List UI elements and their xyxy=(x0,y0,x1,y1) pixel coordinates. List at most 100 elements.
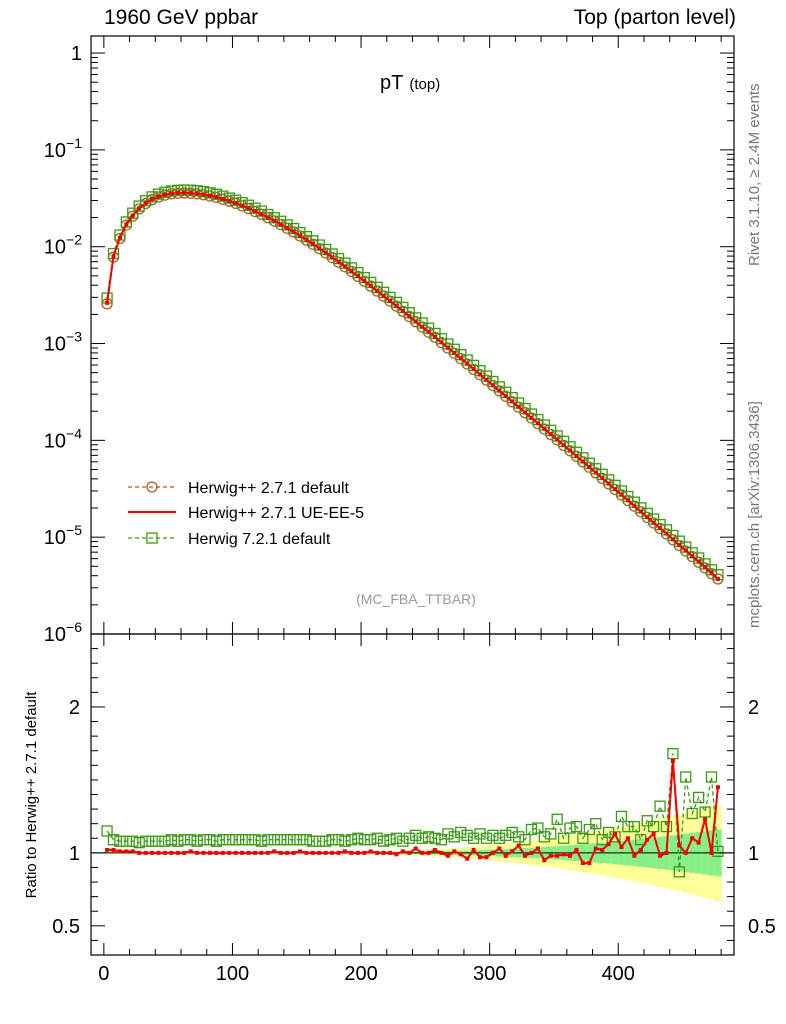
main-point-herwigpp-ueee5 xyxy=(195,191,200,196)
ratio-point-herwigpp-ueee5 xyxy=(355,850,360,855)
ratio-point-herwig7-default xyxy=(590,818,602,830)
main-point-herwigpp-ueee5 xyxy=(272,218,277,223)
ratio-point-herwig7-default xyxy=(326,834,338,846)
main-point-herwigpp-ueee5 xyxy=(420,324,425,329)
ratio-point-herwigpp-ueee5 xyxy=(587,861,592,866)
ratio-point-herwig7-default xyxy=(236,834,248,846)
main-point-herwigpp-ueee5 xyxy=(143,201,148,206)
ratio-point-herwig7-default xyxy=(660,820,673,833)
ratio-point-herwigpp-ueee5 xyxy=(252,850,257,855)
ratio-point-herwig7-default xyxy=(397,835,409,847)
ratio-point-herwig7-default xyxy=(500,829,512,842)
main-point-herwigpp-ueee5 xyxy=(593,470,598,475)
ratio-point-herwigpp-ueee5 xyxy=(246,850,251,855)
ratio-point-herwig7-default xyxy=(416,832,428,844)
y-tick-base: 10 xyxy=(44,430,66,452)
ratio-point-herwig7-default xyxy=(435,834,448,846)
main-point-herwigpp-ueee5 xyxy=(214,195,219,200)
ratio-point-herwig7-default xyxy=(615,810,628,823)
main-point-herwigpp-ueee5 xyxy=(465,361,470,366)
x-tick-label: 0 xyxy=(98,963,109,985)
ratio-point-herwigpp-ueee5 xyxy=(484,855,489,860)
data-curves xyxy=(101,184,724,878)
ratio-point-herwigpp-ueee5 xyxy=(130,849,135,854)
main-point-herwigpp-ueee5 xyxy=(613,487,618,492)
x-tick-label: 400 xyxy=(602,963,635,985)
main-point-herwigpp-ueee5 xyxy=(278,222,283,227)
ratio-point-herwig7-default xyxy=(339,835,351,847)
ratio-point-herwigpp-ueee5 xyxy=(548,853,553,858)
ratio-point-herwig7-default xyxy=(628,820,640,833)
ratio-point-herwigpp-ueee5 xyxy=(272,849,277,854)
ratio-point-herwig7-default xyxy=(365,834,377,846)
main-point-herwigpp-ueee5 xyxy=(510,399,515,404)
ratio-point-herwig7-default xyxy=(332,834,345,846)
y-tick-label: 10−5 xyxy=(44,522,82,549)
ratio-point-herwig7-default xyxy=(557,832,570,844)
ratio-point-herwigpp-ueee5 xyxy=(677,843,682,848)
y-tick-base: 10 xyxy=(44,334,66,356)
ratio-point-herwigpp-ueee5 xyxy=(703,817,708,822)
ratio-point-herwig7-default xyxy=(654,800,666,812)
ratio-point-herwigpp-ueee5 xyxy=(439,850,444,855)
legend-marker xyxy=(146,481,158,493)
ratio-point-herwigpp-ueee5 xyxy=(625,836,630,841)
ratio-point-herwig7-default xyxy=(287,834,300,846)
ratio-point-herwig7-default xyxy=(673,866,685,878)
ratio-point-herwigpp-ueee5 xyxy=(188,849,193,854)
ratio-point-herwig7-default xyxy=(545,828,557,840)
main-point-herwigpp-ueee5 xyxy=(651,520,656,525)
main-point-herwigpp-ueee5 xyxy=(362,278,367,283)
main-point-herwigpp-ueee5 xyxy=(568,448,573,453)
main-point-herwigpp-ueee5 xyxy=(394,303,399,308)
header-right: Top (parton level) xyxy=(573,6,736,29)
ratio-point-herwigpp-ueee5 xyxy=(349,850,354,855)
main-point-herwigpp-ueee5 xyxy=(670,537,675,542)
main-point-herwigpp-ueee5 xyxy=(580,459,585,464)
legend-label: Herwig++ 2.7.1 UE-EE-5 xyxy=(188,505,364,522)
main-point-herwigpp-ueee5 xyxy=(638,509,643,514)
y-tick-exponent: −4 xyxy=(66,425,82,441)
main-point-herwigpp-ueee5 xyxy=(445,345,450,350)
main-point-herwig7-default xyxy=(127,207,139,219)
plot-title-sub: (top) xyxy=(409,76,440,93)
main-point-herwigpp-ueee5 xyxy=(175,190,180,195)
main-point-herwigpp-ueee5 xyxy=(490,383,495,388)
ratio-point-herwigpp-ueee5 xyxy=(516,843,521,848)
ratio-point-herwig7-default xyxy=(538,831,550,843)
ratio-point-herwigpp-ueee5 xyxy=(645,837,650,842)
main-point-herwigpp-ueee5 xyxy=(606,481,611,486)
ratio-point-herwigpp-ueee5 xyxy=(619,845,624,850)
ratio-point-herwig7-default xyxy=(577,832,589,844)
ratio-point-herwigpp-ueee5 xyxy=(715,785,720,790)
mcplots-label: mcplots.cern.ch [arXiv:1306.3436] xyxy=(746,401,763,628)
ratio-point-herwigpp-ueee5 xyxy=(490,850,495,855)
y-tick-label: 10−4 xyxy=(44,425,82,452)
ratio-y-tick-label-right: 1 xyxy=(748,843,759,865)
ratio-y-tick-label-left: 0.5 xyxy=(52,916,80,938)
y-tick-exponent: −1 xyxy=(66,135,82,151)
ratio-point-herwig7-default xyxy=(609,831,621,843)
main-point-herwigpp-ueee5 xyxy=(220,196,225,201)
ratio-point-herwigpp-ueee5 xyxy=(156,850,161,855)
ratio-point-herwigpp-ueee5 xyxy=(471,847,476,852)
ratio-point-herwigpp-ueee5 xyxy=(523,853,528,858)
ratio-point-herwig7-default xyxy=(371,832,383,844)
ratio-point-herwigpp-ueee5 xyxy=(670,758,675,763)
plot-title-main: pT xyxy=(380,72,403,94)
main-point-herwigpp-ueee5 xyxy=(117,235,122,240)
ratio-point-herwig7-default xyxy=(532,822,544,834)
ratio-point-herwig7-default xyxy=(165,834,178,846)
main-point-herwigpp-ueee5 xyxy=(484,377,489,382)
ratio-y-axis-label: Ratio to Herwig++ 2.7.1 default xyxy=(23,691,40,899)
main-point-herwigpp-ueee5 xyxy=(471,367,476,372)
legend-label: Herwig++ 2.7.1 default xyxy=(188,480,350,497)
ratio-point-herwigpp-ueee5 xyxy=(632,853,637,858)
ratio-point-herwig7-default xyxy=(429,832,441,844)
ratio-point-herwigpp-ueee5 xyxy=(709,850,714,855)
ratio-point-herwigpp-ueee5 xyxy=(175,850,180,855)
ratio-point-herwig7-default xyxy=(268,834,280,846)
ratio-point-herwig7-default xyxy=(191,835,203,847)
main-point-herwigpp-ueee5 xyxy=(433,334,438,339)
